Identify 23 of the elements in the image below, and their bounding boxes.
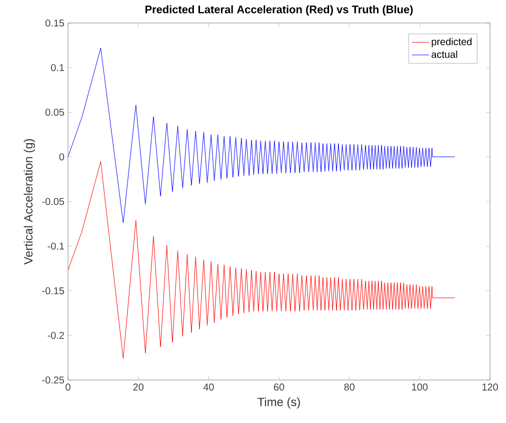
x-axis-title: Time (s) [258,397,300,409]
legend-label: predicted [432,38,472,48]
x-tick-label: 20 [133,384,144,391]
x-tick-label: 60 [274,384,284,391]
line-series [68,48,456,224]
y-tick-label: -0.1 [48,242,64,250]
y-tick-label: 0.1 [51,64,64,72]
x-tick-label: 40 [203,384,214,391]
y-tick-label: -0.05 [42,198,64,206]
x-tick-label: 0 [66,384,70,391]
y-tick-label: 0.05 [45,108,64,116]
y-tick-label: 0 [59,153,64,160]
y-tick-label: 0.15 [45,19,64,27]
line-series [68,161,456,359]
y-tick-label: -0.2 [48,332,64,339]
x-tick-label: 120 [482,384,498,391]
x-tick-label: 80 [344,384,354,391]
legend-label: actual [432,50,458,58]
x-tick-label: 100 [412,384,428,391]
y-axis-title: Vertical Acceleration (g) [24,139,35,265]
chart-title: Predicted Lateral Acceleration (Red) vs Truth (Blue) [145,5,413,16]
y-tick-label: -0.25 [42,376,64,384]
y-tick-label: -0.15 [42,287,64,294]
